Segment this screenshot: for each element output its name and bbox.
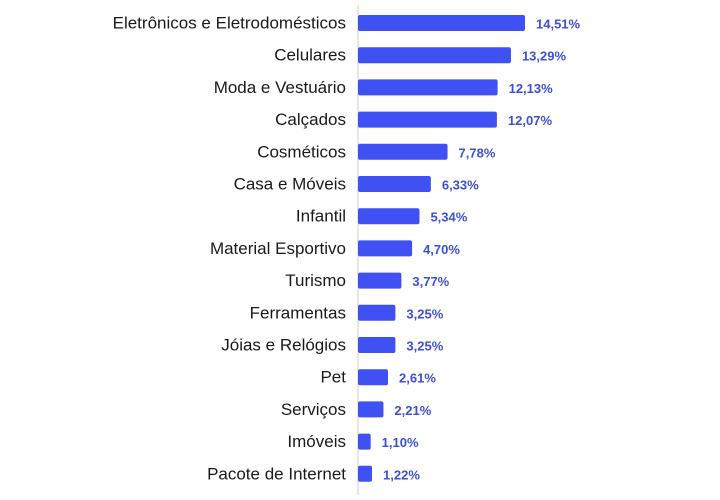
value-label: 3,25% [406, 339, 443, 354]
category-label: Pacote de Internet [207, 464, 346, 483]
value-label: 12,13% [509, 81, 554, 96]
bar [358, 240, 413, 257]
value-label: 14,51% [536, 17, 581, 32]
category-label: Jóias e Relógios [221, 336, 346, 355]
value-label: 5,34% [430, 210, 467, 225]
value-label: 12,07% [508, 113, 553, 128]
bar [358, 465, 373, 482]
category-label: Serviços [281, 400, 346, 419]
bar [358, 369, 389, 386]
value-label: 2,21% [394, 403, 431, 418]
bar [358, 47, 511, 64]
value-label: 4,70% [423, 242, 460, 257]
bar [358, 79, 498, 96]
category-label: Moda e Vestuário [214, 78, 346, 97]
chart-marks: Eletrônicos e Eletrodomésticos 14,51% Celu… [113, 14, 581, 484]
value-label: 3,77% [412, 274, 449, 289]
category-label: Casa e Móveis [234, 175, 346, 194]
value-label: 6,33% [442, 178, 479, 193]
category-label: Calçados [275, 110, 346, 129]
value-label: 7,78% [459, 145, 496, 160]
bar [358, 143, 448, 160]
value-label: 3,25% [406, 306, 443, 321]
bar [358, 433, 371, 450]
category-label: Pet [320, 368, 346, 387]
bar [358, 15, 525, 31]
category-label: Imóveis [287, 432, 346, 451]
category-label: Material Esportivo [210, 239, 346, 258]
bar [358, 337, 396, 353]
category-label: Cosméticos [257, 142, 346, 161]
bar [358, 304, 396, 321]
category-label: Ferramentas [250, 303, 346, 322]
bar [358, 272, 402, 289]
value-label: 13,29% [522, 49, 567, 64]
category-label: Celulares [274, 46, 346, 65]
value-label: 1,10% [382, 435, 419, 450]
category-label: Eletrônicos e Eletrodomésticos [113, 14, 346, 33]
bar [358, 401, 384, 418]
bar [358, 176, 431, 192]
category-label: Infantil [296, 207, 346, 226]
bar [358, 111, 497, 128]
value-label: 1,22% [383, 467, 420, 482]
bar [358, 208, 420, 225]
category-label: Turismo [285, 271, 346, 290]
value-label: 2,61% [399, 371, 436, 386]
